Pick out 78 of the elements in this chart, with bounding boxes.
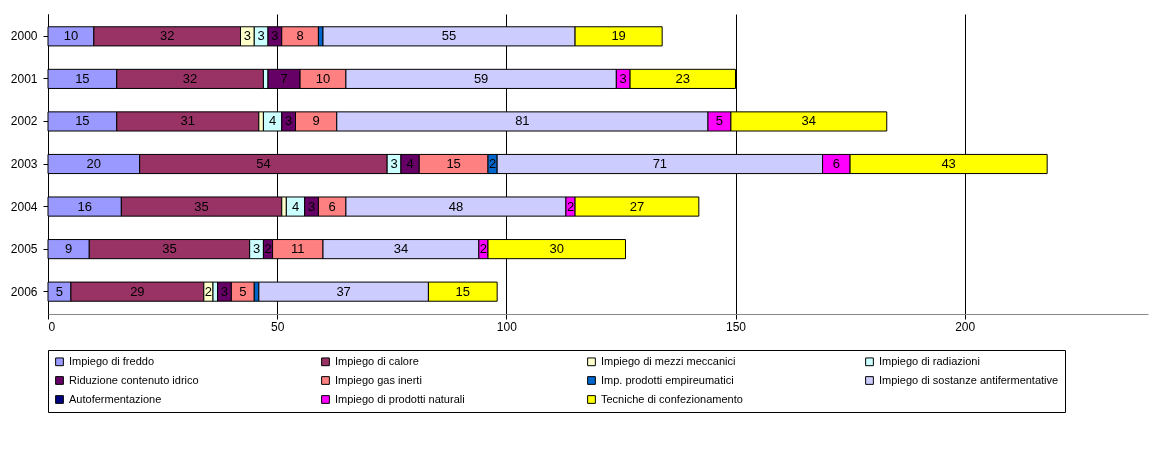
data-label: 3 (307, 198, 316, 214)
data-label: 4 (406, 156, 414, 171)
legend-label: Imp. prodotti empireumatici (601, 373, 734, 386)
data-label: 5 (55, 283, 64, 299)
data-label: 9 (312, 113, 320, 129)
legend-label: Impiego di sostanze antifermentative (879, 373, 1059, 386)
data-label: 3 (285, 113, 293, 129)
data-label: 54 (256, 156, 271, 171)
y-tick-label: 2003 (10, 157, 38, 171)
data-label: 2 (479, 241, 488, 257)
data-label: 9 (65, 241, 73, 257)
data-label: 71 (652, 156, 668, 171)
y-tick-label: 2005 (10, 242, 38, 257)
data-label: 55 (441, 28, 457, 44)
data-label: 3 (220, 283, 229, 299)
data-label: 35 (194, 198, 209, 214)
x-tick-label: 50 (270, 319, 285, 334)
data-label: 35 (162, 241, 177, 257)
data-label: 81 (515, 113, 530, 129)
data-label: 34 (801, 113, 817, 129)
data-label: 15 (75, 113, 90, 129)
data-label: 3 (257, 28, 265, 44)
data-label: 10 (315, 70, 331, 86)
legend-label: Impiego di prodotti naturali (335, 392, 465, 405)
legend-label: Tecniche di confezionamento (601, 392, 743, 405)
data-label: 32 (182, 70, 198, 86)
data-label: 5 (715, 113, 724, 129)
y-tick-label: 2006 (10, 284, 38, 299)
y-tick-label: 2002 (10, 114, 38, 129)
data-label: 10 (63, 28, 79, 44)
data-label: 27 (629, 198, 645, 214)
data-label: 4 (268, 113, 277, 129)
y-tick-label: 2001 (10, 71, 38, 86)
x-tick-label: 0 (48, 319, 56, 334)
data-label: 15 (455, 283, 471, 299)
data-label: 48 (448, 198, 464, 214)
data-label: 11 (291, 241, 305, 257)
legend-label: Impiego di calore (335, 354, 419, 367)
data-label: 6 (832, 156, 840, 171)
legend-label: Impiego di radiazioni (879, 354, 980, 367)
legend-label: Impiego di freddo (69, 354, 154, 367)
x-tick-label: 150 (725, 319, 747, 334)
data-label: 2 (488, 156, 497, 171)
data-label: 2 (566, 198, 575, 214)
y-tick-label: 2004 (10, 199, 38, 214)
data-label: 2 (264, 241, 272, 257)
data-label: 3 (271, 28, 279, 44)
data-label: 31 (180, 113, 196, 129)
data-label: 3 (252, 241, 261, 257)
data-label: 4 (291, 198, 300, 214)
legend-label: Riduzione contenuto idrico (69, 373, 199, 386)
data-label: 2 (204, 283, 213, 299)
data-label: 5 (239, 283, 247, 299)
data-label: 3 (619, 70, 627, 86)
data-label: 6 (328, 198, 336, 214)
data-label: 7 (280, 70, 288, 86)
y-tick-label: 2000 (10, 29, 38, 44)
data-label: 15 (75, 70, 90, 86)
data-label: 30 (549, 241, 564, 257)
legend-label: Impiego di mezzi meccanici (601, 354, 736, 367)
data-label: 37 (336, 283, 351, 299)
data-label: 19 (611, 28, 626, 44)
x-tick-label: 200 (955, 319, 976, 334)
data-label: 3 (243, 28, 251, 44)
data-label: 20 (86, 156, 102, 171)
data-label: 15 (446, 156, 461, 171)
legend-label: Autofermentazione (69, 392, 162, 405)
data-label: 3 (390, 156, 398, 171)
data-label: 29 (130, 283, 145, 299)
data-label: 34 (393, 241, 409, 257)
data-label: 43 (941, 156, 956, 171)
x-tick-label: 100 (496, 319, 518, 334)
data-label: 23 (675, 70, 691, 86)
data-label: 16 (77, 198, 92, 214)
legend-label: Impiego gas inerti (335, 373, 422, 386)
data-label: 32 (159, 28, 175, 44)
data-label: 8 (296, 28, 304, 44)
data-label: 59 (473, 70, 489, 86)
